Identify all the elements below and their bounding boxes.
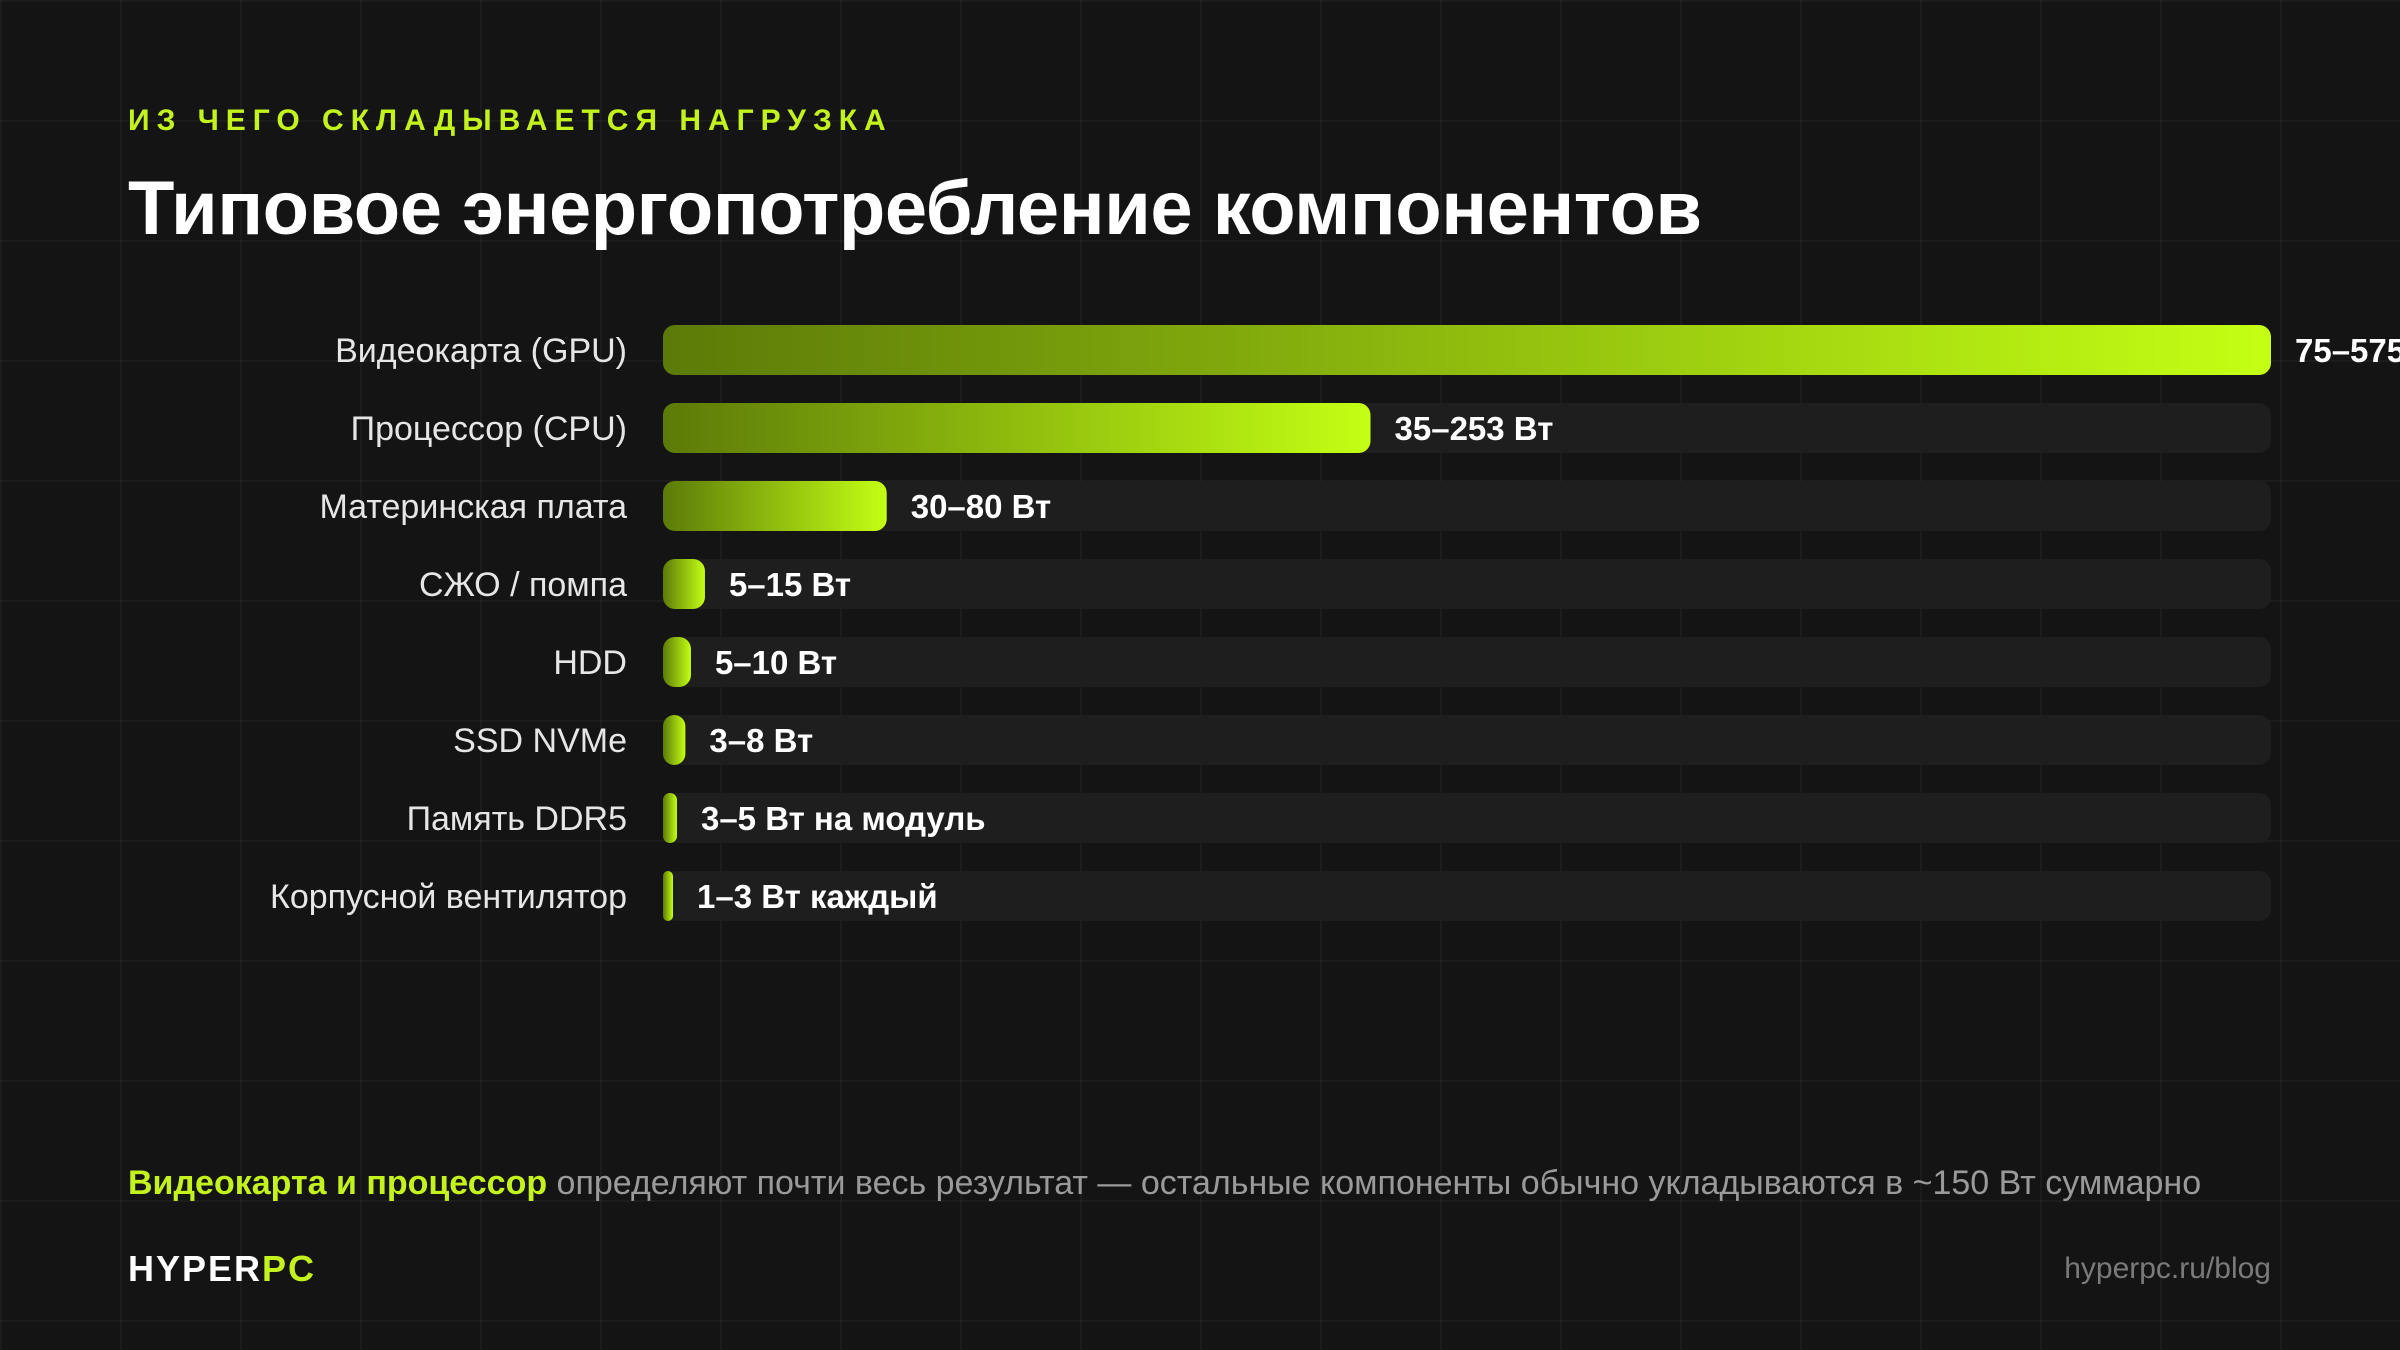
bar-видеокарта-gpu [663,325,2271,375]
value-label-материнская-плата: 30–80 Вт [911,488,1051,525]
category-label-ssd-nvme: SSD NVMe [453,722,627,760]
chart-title: Типовое энергопотребление компонентов [128,166,1702,251]
bar-процессор-cpu [663,403,1371,453]
bar-материнская-плата [663,481,887,531]
value-label-корпусной-вентилятор: 1–3 Вт каждый [697,878,938,915]
footnote-text: определяют почти весь результат — осталь… [547,1164,2202,1202]
bar-память-ddr5 [663,793,677,843]
bar-ssd-nvme [663,715,686,765]
category-label-память-ddr5: Память DDR5 [407,800,627,838]
bar-track-материнская-плата [663,481,2271,531]
value-label-видеокарта-gpu: 75–575 Вт [2295,332,2400,369]
bar-сжо-помпа [663,559,705,609]
footnote: Видеокарта и процессор определяют почти … [128,1162,2278,1204]
chart-eyebrow: ИЗ ЧЕГО СКЛАДЫВАЕТСЯ НАГРУЗКА [128,104,893,137]
bar-track-сжо-помпа [663,559,2271,609]
bar-track-ssd-nvme [663,715,2271,765]
value-label-сжо-помпа: 5–15 Вт [729,566,851,603]
chart-rows: Видеокарта (GPU) 75–575 Вт Процессор (CPU)… [270,325,2400,921]
bar-корпусной-вентилятор [663,871,673,921]
bar-track-hdd [663,637,2271,687]
bar-track-корпусной-вентилятор [663,871,2271,921]
category-label-корпусной-вентилятор: Корпусной вентилятор [270,878,627,916]
brand-part-pc: PC [262,1248,317,1289]
value-label-память-ddr5: 3–5 Вт на модуль [701,800,986,837]
brand-logo: HYPERPC [128,1248,316,1290]
value-label-hdd: 5–10 Вт [715,644,837,681]
category-label-материнская-плата: Материнская плата [319,488,627,526]
value-label-ssd-nvme: 3–8 Вт [709,722,813,759]
bar-hdd [663,637,691,687]
category-label-hdd: HDD [553,644,627,682]
value-label-процессор-cpu: 35–253 Вт [1395,410,1554,447]
category-label-сжо-помпа: СЖО / помпа [419,566,627,604]
footnote-highlight: Видеокарта и процессор [128,1164,548,1202]
brand-part-hyper: HYPER [128,1248,263,1289]
category-label-видеокарта-gpu: Видеокарта (GPU) [335,332,627,370]
bar-chart: Видеокарта (GPU) 75–575 Вт Процессор (CPU)… [270,325,2400,921]
site-url: hyperpc.ru/blog [2064,1252,2271,1285]
category-label-процессор-cpu: Процессор (CPU) [351,410,627,448]
bar-track-память-ddr5 [663,793,2271,843]
